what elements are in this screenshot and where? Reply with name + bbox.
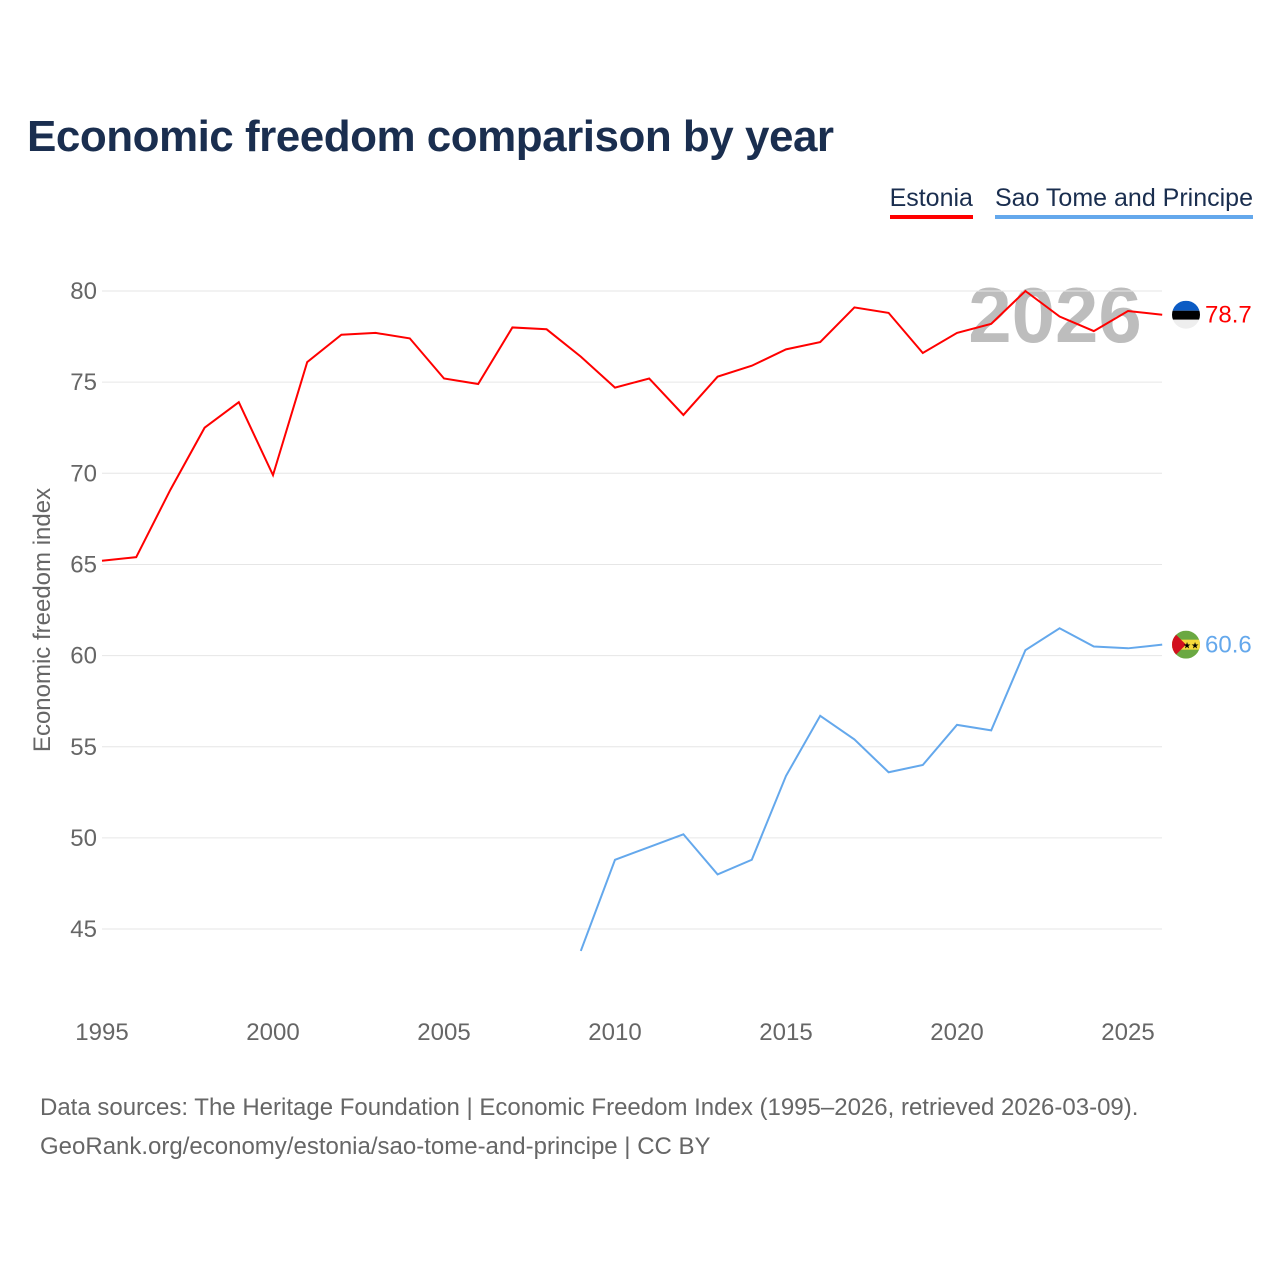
data-point[interactable] (954, 722, 960, 728)
year-watermark: 2026 (968, 271, 1142, 359)
data-point[interactable] (988, 321, 994, 327)
data-point[interactable] (920, 762, 926, 768)
data-point[interactable] (441, 376, 447, 382)
data-point[interactable] (270, 472, 276, 478)
y-tick-label: 80 (70, 278, 97, 305)
y-tick-label: 60 (70, 643, 97, 670)
sao-tome-flag-icon: ★★ (1172, 630, 1200, 659)
x-tick-label: 2010 (588, 1019, 641, 1046)
data-point[interactable] (578, 354, 584, 360)
data-point[interactable] (1022, 647, 1028, 653)
data-point[interactable] (680, 831, 686, 837)
data-point[interactable] (1091, 643, 1097, 649)
x-tick-label: 2000 (246, 1019, 299, 1046)
x-tick-label: 2020 (930, 1019, 983, 1046)
series-line-sao-tome (579, 627, 1163, 952)
y-tick-label: 45 (70, 916, 97, 943)
series-line-estonia (101, 289, 1163, 562)
y-tick-label: 75 (70, 369, 97, 396)
data-point[interactable] (133, 554, 139, 560)
data-point[interactable] (578, 948, 584, 954)
data-point[interactable] (612, 857, 618, 863)
data-point[interactable] (1159, 642, 1165, 648)
data-point[interactable] (715, 871, 721, 877)
data-point[interactable] (99, 558, 105, 564)
data-point[interactable] (886, 310, 892, 316)
y-tick-label: 50 (70, 825, 97, 852)
data-point[interactable] (475, 381, 481, 387)
data-point[interactable] (544, 326, 550, 332)
x-tick-label: 1995 (75, 1019, 128, 1046)
legend: Estonia Sao Tome and Principe (889, 184, 1253, 219)
data-point[interactable] (202, 425, 208, 431)
data-point[interactable] (1057, 625, 1063, 631)
data-point[interactable] (1091, 328, 1097, 334)
x-tick-label: 2005 (417, 1019, 470, 1046)
estonia-flag-icon (1172, 300, 1200, 329)
data-point[interactable] (407, 335, 413, 341)
chart-title: Economic freedom comparison by year (27, 112, 834, 161)
data-point[interactable] (1022, 288, 1028, 294)
y-tick-label: 65 (70, 551, 97, 578)
data-point[interactable] (749, 857, 755, 863)
data-point[interactable] (817, 339, 823, 345)
x-tick-label: 2025 (1101, 1019, 1154, 1046)
data-point[interactable] (338, 332, 344, 338)
y-axis-label: Economic freedom index (29, 488, 56, 752)
data-point[interactable] (920, 350, 926, 356)
data-point[interactable] (886, 769, 892, 775)
data-point[interactable] (646, 844, 652, 850)
y-tick-label: 70 (70, 460, 97, 487)
x-tick-label: 2015 (759, 1019, 812, 1046)
legend-item-sao-tome[interactable]: Sao Tome and Principe (994, 184, 1253, 219)
legend-item-estonia[interactable]: Estonia (889, 184, 973, 219)
data-point[interactable] (680, 412, 686, 418)
source-note: Data sources: The Heritage Foundation | … (40, 1088, 1138, 1166)
data-point[interactable] (1057, 314, 1063, 320)
data-point[interactable] (988, 727, 994, 733)
data-point[interactable] (783, 773, 789, 779)
data-point[interactable] (646, 376, 652, 382)
source-line-1: Data sources: The Heritage Foundation | … (40, 1094, 1139, 1121)
svg-text:★★: ★★ (1183, 641, 1199, 651)
data-point[interactable] (783, 346, 789, 352)
y-tick-label: 55 (70, 734, 97, 761)
data-point[interactable] (749, 363, 755, 369)
data-point[interactable] (954, 330, 960, 336)
source-line-2[interactable]: GeoRank.org/economy/estonia/sao-tome-and… (40, 1133, 711, 1160)
data-point[interactable] (236, 399, 242, 405)
data-point[interactable] (1159, 312, 1165, 318)
data-point[interactable] (851, 736, 857, 742)
data-point[interactable] (715, 374, 721, 380)
data-point[interactable] (304, 359, 310, 365)
data-point[interactable] (509, 324, 515, 330)
end-value-label: 78.7 (1205, 302, 1252, 329)
data-point[interactable] (851, 304, 857, 310)
data-point[interactable] (1125, 645, 1131, 651)
data-point[interactable] (167, 487, 173, 493)
end-value-label: 60.6 (1205, 632, 1252, 659)
data-point[interactable] (373, 330, 379, 336)
data-point[interactable] (612, 385, 618, 391)
data-point[interactable] (1125, 308, 1131, 314)
data-point[interactable] (817, 713, 823, 719)
